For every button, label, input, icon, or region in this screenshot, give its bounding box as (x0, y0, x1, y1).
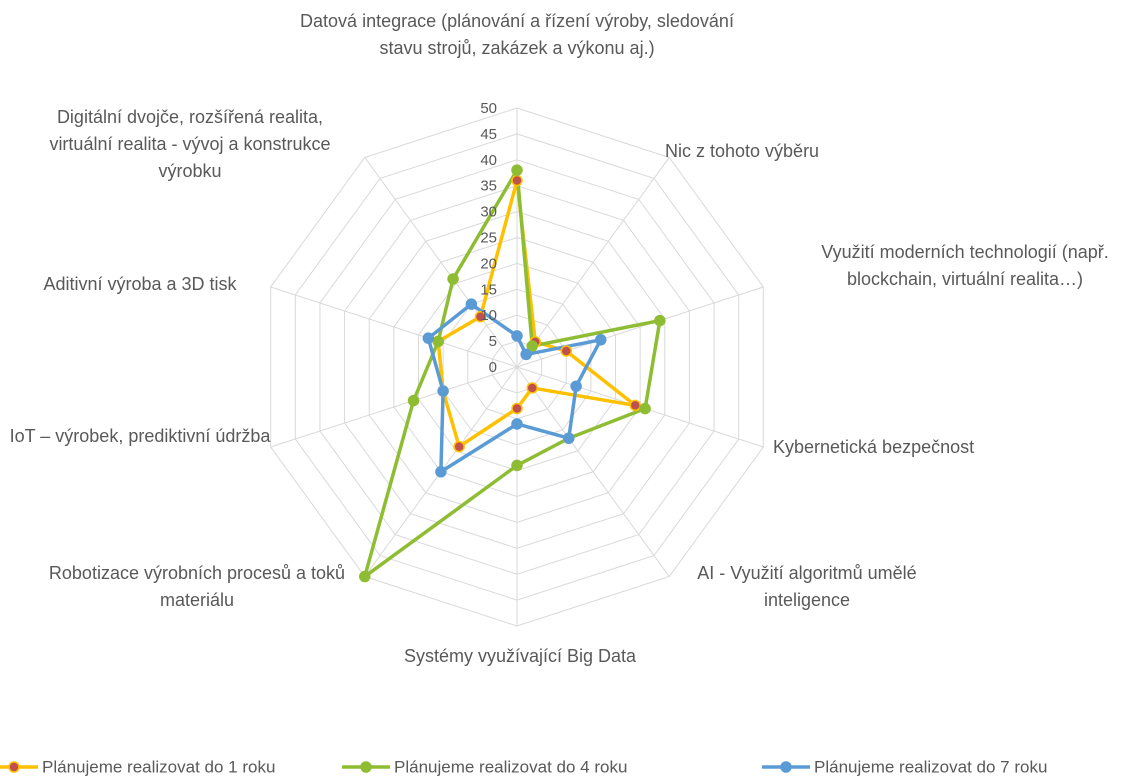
marker (359, 570, 371, 583)
marker (629, 399, 641, 412)
marker (407, 394, 420, 407)
marker (639, 402, 651, 415)
legend-marker (360, 761, 372, 773)
category-label: Aditivní výroba a 3D tisk (43, 274, 237, 294)
category-label: AI - Využití algoritmů umělé inteligence (697, 563, 917, 610)
marker (511, 418, 523, 430)
tick-label: 5 (489, 333, 497, 350)
marker (432, 335, 444, 348)
series-line (436, 178, 637, 449)
spoke (270, 286, 518, 368)
tick-label: 45 (480, 126, 497, 143)
marker (511, 402, 523, 415)
spoke (516, 157, 670, 368)
marker (563, 432, 575, 444)
spoke (270, 366, 518, 448)
category-label: IoT – výrobek, prediktivní údržba (9, 426, 271, 446)
category-label: Využití moderních technologií (např. blo… (821, 242, 1109, 289)
category-label: Systémy využívající Big Data (403, 646, 637, 666)
legend-label: Plánujeme realizovat do 4 roku (394, 757, 627, 776)
legend-marker (8, 761, 20, 773)
marker (526, 340, 538, 352)
tick-label: 40 (480, 152, 497, 169)
tick-label: 35 (480, 178, 497, 195)
tick-label: 25 (480, 229, 497, 246)
tick-label: 50 (480, 100, 497, 117)
legend-marker (780, 761, 792, 773)
marker (422, 332, 435, 344)
marker (511, 164, 523, 176)
legend-label: Plánujeme realizovat do 1 roku (42, 757, 275, 776)
marker (654, 314, 666, 327)
category-label: Nic z tohoto výběru (665, 141, 820, 161)
tick-label: 15 (480, 281, 497, 298)
tick-label: 30 (480, 204, 497, 221)
legend-label: Plánujeme realizovat do 7 roku (814, 757, 1047, 776)
spoke (516, 286, 764, 368)
marker (447, 273, 459, 285)
marker (453, 440, 465, 453)
category-label: Datová integrace (plánování a řízení výr… (300, 11, 734, 58)
category-label: Kybernetická bezpečnost (773, 437, 975, 457)
category-label: Robotizace výrobních procesů a toků mate… (48, 563, 346, 610)
tick-label: 0 (489, 359, 497, 376)
tick-label: 10 (480, 307, 497, 324)
marker (474, 310, 487, 323)
marker (435, 466, 447, 478)
tick-label: 20 (480, 255, 497, 272)
marker (520, 348, 532, 361)
marker (526, 382, 538, 394)
category-label: Digitální dvojče, rozšířená realita, vir… (49, 107, 331, 181)
spoke (516, 366, 670, 577)
marker (511, 459, 523, 472)
marker (570, 380, 582, 392)
marker (511, 330, 523, 342)
marker (595, 334, 607, 346)
marker (560, 345, 573, 357)
marker (465, 298, 478, 310)
spoke (364, 157, 518, 368)
marker (511, 174, 523, 187)
marker (437, 385, 449, 397)
